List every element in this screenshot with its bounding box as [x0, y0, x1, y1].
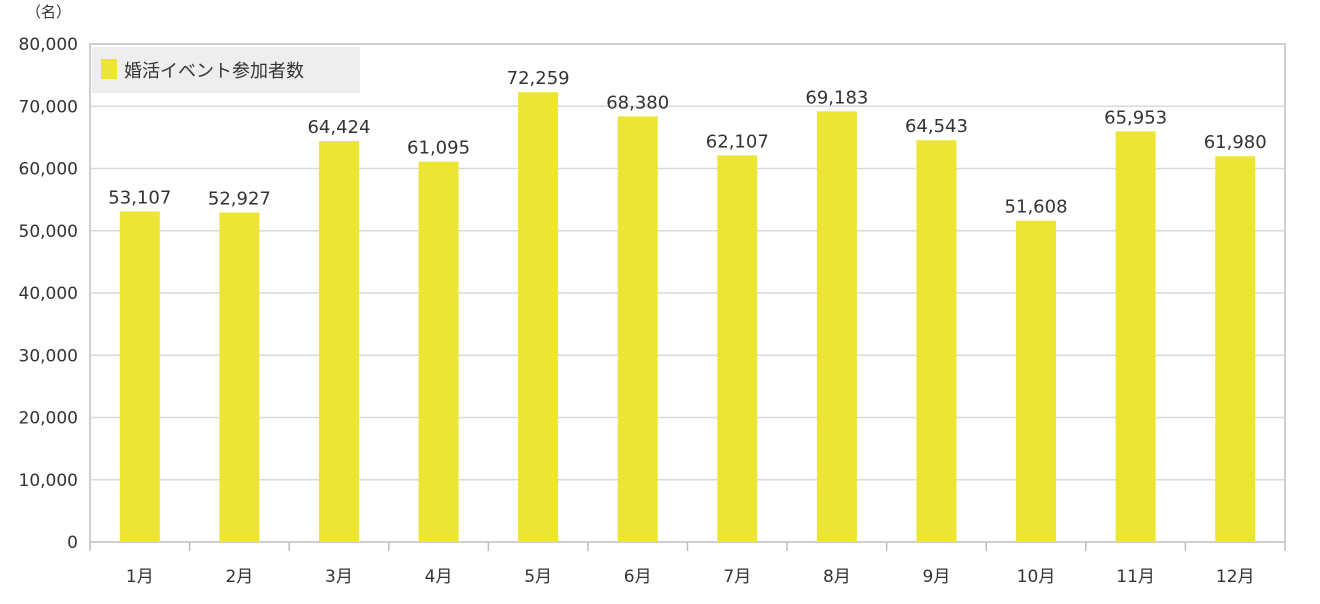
- data-label: 64,424: [307, 117, 370, 138]
- data-label: 65,953: [1104, 107, 1167, 128]
- x-tick-label: 12月: [1216, 567, 1255, 587]
- y-tick-label: 50,000: [19, 222, 78, 242]
- legend-label: 婚活イベント参加者数: [124, 61, 304, 82]
- y-tick-label: 80,000: [19, 35, 78, 55]
- data-label: 69,183: [805, 87, 868, 108]
- gridlines: [90, 105, 1285, 481]
- x-tick-label: 3月: [325, 567, 353, 587]
- data-label: 72,259: [507, 68, 570, 89]
- legend-swatch: [101, 59, 117, 79]
- bar-6: [617, 116, 658, 542]
- y-tick-label: 20,000: [19, 409, 78, 429]
- data-label: 52,927: [208, 189, 271, 210]
- y-tick-label: 0: [67, 533, 78, 553]
- x-tick-label: 9月: [923, 567, 951, 587]
- legend: 婚活イベント参加者数: [92, 47, 360, 93]
- x-tick-label: 8月: [823, 567, 851, 587]
- data-label: 62,107: [706, 131, 769, 152]
- data-label: 64,543: [905, 116, 968, 137]
- unit-label: （名）: [26, 3, 71, 21]
- bar-12: [1215, 156, 1256, 542]
- bar-3: [318, 140, 359, 542]
- data-label: 61,980: [1204, 132, 1267, 153]
- x-tick-label: 6月: [624, 567, 652, 587]
- y-tick-label: 60,000: [19, 160, 78, 180]
- y-tick-label: 70,000: [19, 97, 78, 117]
- bar-11: [1115, 131, 1156, 543]
- data-labels: 53,107 52,927 64,424 61,095 72,259 68,380 62,1…: [108, 68, 1266, 218]
- y-tick-label: 30,000: [19, 346, 78, 366]
- bar-7: [717, 155, 758, 543]
- y-tick-label: 10,000: [19, 471, 78, 491]
- x-tick-label: 10月: [1017, 567, 1056, 587]
- x-tick-label: 7月: [723, 567, 751, 587]
- x-tick-label: 5月: [524, 567, 552, 587]
- bars: [119, 92, 1256, 543]
- y-axis: 0 10,000 20,000 30,000 40,000 50,000 60,000 70,…: [19, 35, 78, 553]
- x-tick-label: 2月: [225, 567, 253, 587]
- legend-background: [92, 47, 360, 93]
- x-tick-label: 4月: [425, 567, 453, 587]
- bar-5: [518, 92, 559, 543]
- data-label: 61,095: [407, 138, 470, 159]
- bar-4: [418, 161, 459, 542]
- data-label: 51,608: [1005, 197, 1068, 218]
- y-tick-label: 40,000: [19, 284, 78, 304]
- x-tick-label: 11月: [1116, 567, 1155, 587]
- x-tick-label: 1月: [126, 567, 154, 587]
- data-label: 53,107: [108, 187, 171, 208]
- bar-8: [816, 111, 857, 543]
- x-axis: 1月 2月 3月 4月 5月 6月 7月 8月 9月 10月 11月 12月: [89, 542, 1286, 587]
- bar-10: [1016, 220, 1057, 542]
- bar-9: [916, 140, 957, 542]
- bar-2: [219, 212, 260, 542]
- bar-1: [119, 211, 160, 542]
- data-label: 68,380: [606, 92, 669, 113]
